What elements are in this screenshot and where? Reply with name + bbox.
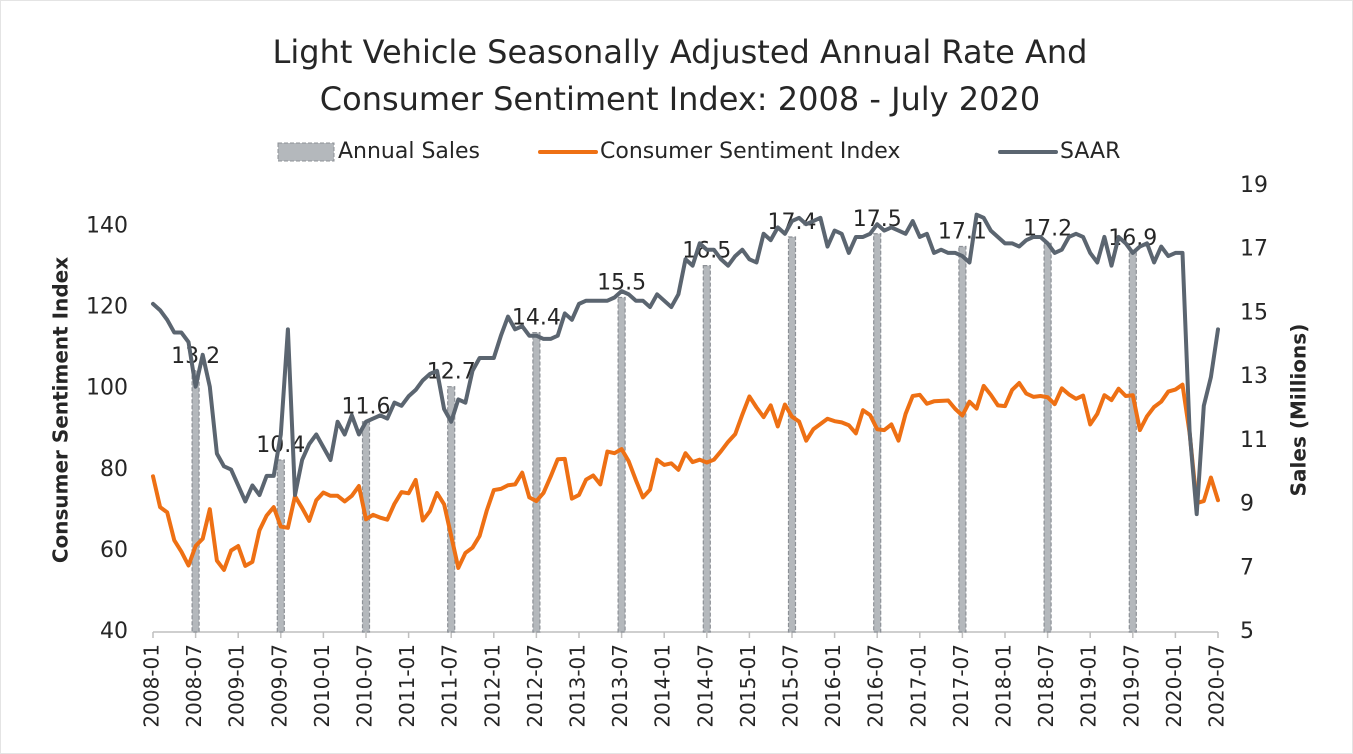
x-tick-label: 2010-07 [353,644,377,728]
x-tick-label: 2008-01 [140,644,164,728]
x-tick-label: 2013-01 [566,644,590,728]
x-tick-label: 2009-07 [267,644,291,728]
bar [276,459,285,633]
y-tick-label: 140 [86,214,128,239]
y2-tick-label: 5 [1240,619,1254,644]
bar [958,245,967,633]
x-tick-label: 2015-07 [779,644,803,728]
bar [361,421,371,633]
x-tick-label: 2011-01 [395,644,419,728]
legend-swatch [277,142,335,162]
legend-label: SAAR [1060,139,1120,164]
x-tick-label: 2017-07 [949,644,973,728]
y2-tick-label: 7 [1240,555,1254,580]
bar [873,233,882,633]
legend-label: Annual Sales [338,139,480,164]
x-tick-label: 2014-01 [651,644,675,728]
x-tick-label: 2020-07 [1205,644,1229,728]
y2-tick-label: 15 [1240,300,1268,325]
x-tick-label: 2019-01 [1077,644,1101,728]
y2-tick-label: 19 [1240,173,1268,198]
y-tick-label: 60 [100,538,128,563]
bar [702,265,711,633]
bar [1128,252,1137,633]
x-tick-label: 2008-07 [182,644,206,728]
x-tick-label: 2018-07 [1034,644,1058,728]
line [151,381,1220,572]
y2-tick-label: 17 [1240,237,1268,262]
y2-axis-title: Sales (Millions) [1287,324,1311,497]
chart-title: Consumer Sentiment Index: 2008 - July 20… [320,80,1040,118]
line [151,212,1220,517]
x-tick-label: 2016-01 [821,644,845,728]
y-tick-label: 120 [86,295,128,320]
x-tick-label: 2017-01 [906,644,930,728]
bar [447,386,456,633]
x-tick-label: 2010-01 [310,644,334,728]
y-tick-label: 100 [86,376,128,401]
x-tick-label: 2009-01 [225,644,249,728]
y2-tick-label: 9 [1240,492,1254,517]
y2-tick-label: 11 [1240,428,1268,453]
x-tick-label: 2013-07 [608,644,632,728]
bar-value-label: 17.1 [938,220,987,245]
x-tick-label: 2018-01 [992,644,1016,728]
x-tick-label: 2016-07 [864,644,888,728]
x-tick-label: 2020-01 [1162,644,1186,728]
x-tick-label: 2012-01 [480,644,504,728]
x-tick-label: 2015-01 [736,644,760,728]
bar [787,236,797,633]
chart-title: Light Vehicle Seasonally Adjusted Annual… [273,33,1088,71]
legend-label: Consumer Sentiment Index [600,139,900,164]
y-tick-label: 80 [100,457,128,482]
y-axis-title: Consumer Sentiment Index [49,257,73,563]
bar [617,296,626,633]
bar [1043,242,1052,633]
bar [532,331,541,633]
x-tick-label: 2011-07 [438,644,462,728]
y2-tick-label: 13 [1240,364,1268,389]
x-tick-label: 2019-07 [1119,644,1143,728]
bar-value-label: 13.2 [171,344,220,369]
x-tick-label: 2014-07 [693,644,717,728]
x-tick-label: 2012-07 [523,644,547,728]
y-tick-label: 40 [100,619,128,644]
bar [191,370,200,633]
